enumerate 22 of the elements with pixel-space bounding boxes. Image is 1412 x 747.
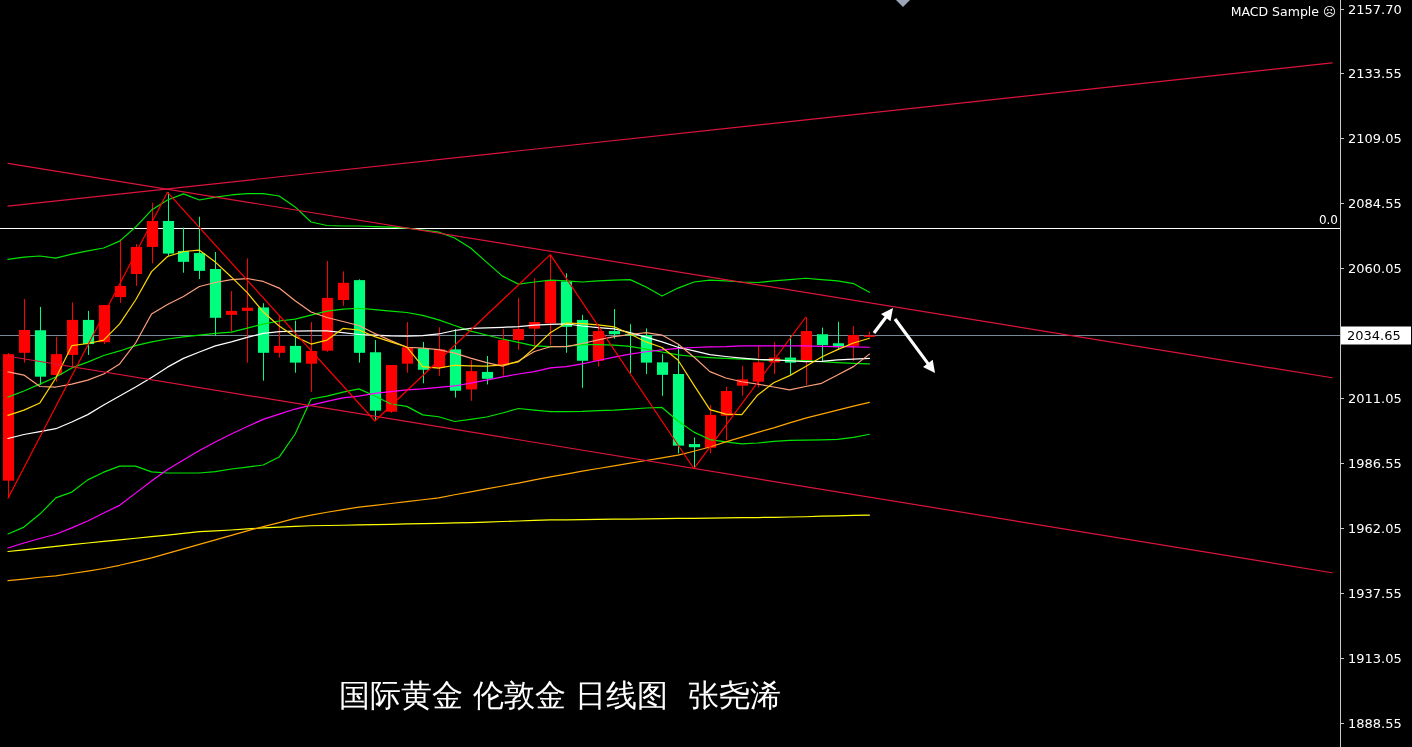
- text: 国际黄金 伦敦金 日线图 张尧浠: [338, 677, 782, 713]
- line-series: [7, 323, 870, 440]
- y-tick-label: 1986.55: [1348, 456, 1402, 471]
- annotation: MACD Sample ☹: [1230, 4, 1336, 19]
- line-series: [7, 193, 870, 297]
- y-tick-label: 2157.70: [1348, 2, 1402, 17]
- y-tick-label: 1888.55: [1348, 716, 1402, 731]
- y-tick-label: 2084.55: [1348, 196, 1402, 211]
- y-tick-label: 1913.05: [1348, 651, 1402, 666]
- line-series: [7, 307, 870, 398]
- y-tick-label: 2060.05: [1348, 261, 1402, 276]
- line-series: [7, 277, 870, 391]
- y-tick-label: 2133.55: [1348, 66, 1402, 81]
- ref-line-label: 2034.65: [1347, 328, 1401, 343]
- line-series: [7, 401, 870, 582]
- y-tick-label: 2109.05: [1348, 131, 1402, 146]
- line-series: [7, 514, 870, 553]
- y-tick-label: 1962.05: [1348, 521, 1402, 536]
- y-tick-label: 2011.05: [1348, 391, 1402, 406]
- line-series: [7, 388, 870, 535]
- annotation: 0.0: [1318, 213, 1338, 227]
- y-tick-label: 1937.55: [1348, 586, 1402, 601]
